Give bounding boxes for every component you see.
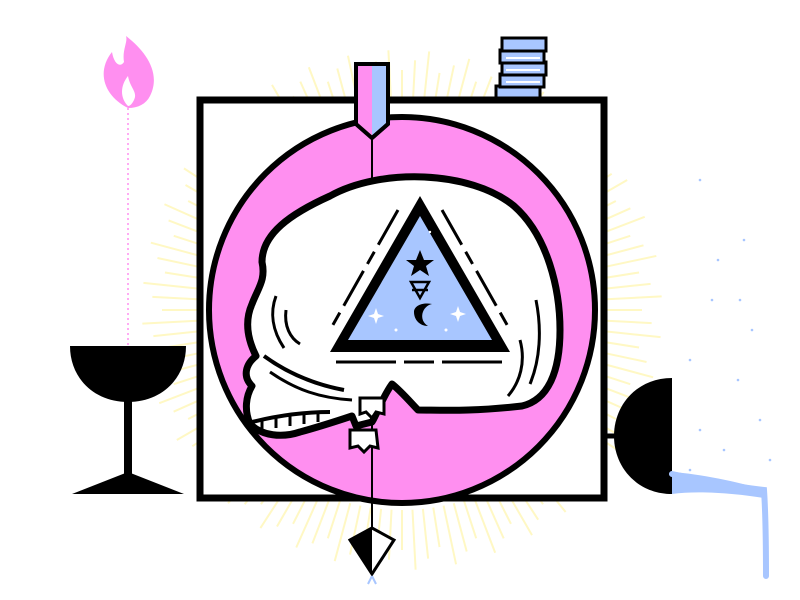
sparkle-dot bbox=[698, 178, 702, 182]
sparkle-dot bbox=[738, 298, 742, 302]
bowl-icon bbox=[604, 378, 769, 579]
sparkle-dot bbox=[768, 458, 772, 462]
arrow-top-icon bbox=[354, 62, 390, 141]
sun-ray bbox=[601, 295, 662, 301]
sparkle-dot bbox=[688, 468, 692, 472]
sun-ray bbox=[311, 496, 332, 544]
alchemy-triangle-icon bbox=[328, 196, 512, 364]
sparkle-dot bbox=[736, 378, 740, 382]
sparkle-dot bbox=[722, 448, 726, 452]
sparkle-dot bbox=[688, 358, 692, 362]
sparkle-dot bbox=[758, 418, 762, 422]
sparkle-dot bbox=[716, 258, 720, 262]
flame-icon bbox=[103, 36, 154, 345]
sun-ray bbox=[432, 507, 441, 548]
sparkle-dot bbox=[710, 298, 714, 302]
sun-ray bbox=[387, 509, 393, 560]
arrow-head-icon bbox=[347, 526, 397, 585]
moon-icon bbox=[414, 303, 432, 326]
sparkle-dot bbox=[750, 328, 754, 332]
sun-ray bbox=[142, 319, 203, 325]
goblet-icon bbox=[70, 346, 186, 494]
sun-ray bbox=[349, 505, 362, 555]
sparkle-dots bbox=[688, 178, 772, 472]
sparkle-dot bbox=[698, 428, 702, 432]
sun-ray bbox=[600, 282, 651, 291]
sun-ray bbox=[333, 502, 352, 562]
sun-ray bbox=[452, 502, 468, 552]
star-icon bbox=[406, 250, 434, 276]
sun-ray bbox=[462, 499, 478, 539]
coin-stack-icon bbox=[494, 36, 548, 102]
sun-ray bbox=[421, 508, 430, 559]
sun-ray bbox=[442, 505, 458, 565]
sun-ray bbox=[472, 496, 497, 554]
sun-ray bbox=[326, 499, 342, 539]
sun-ray bbox=[295, 492, 322, 548]
sun-ray bbox=[600, 329, 661, 339]
sun-ray bbox=[411, 509, 417, 570]
sun-ray bbox=[143, 281, 204, 291]
sun-ray bbox=[601, 319, 652, 325]
sparkle-dot bbox=[742, 238, 746, 242]
sun-ray bbox=[152, 295, 203, 301]
sun-ray bbox=[153, 329, 204, 338]
